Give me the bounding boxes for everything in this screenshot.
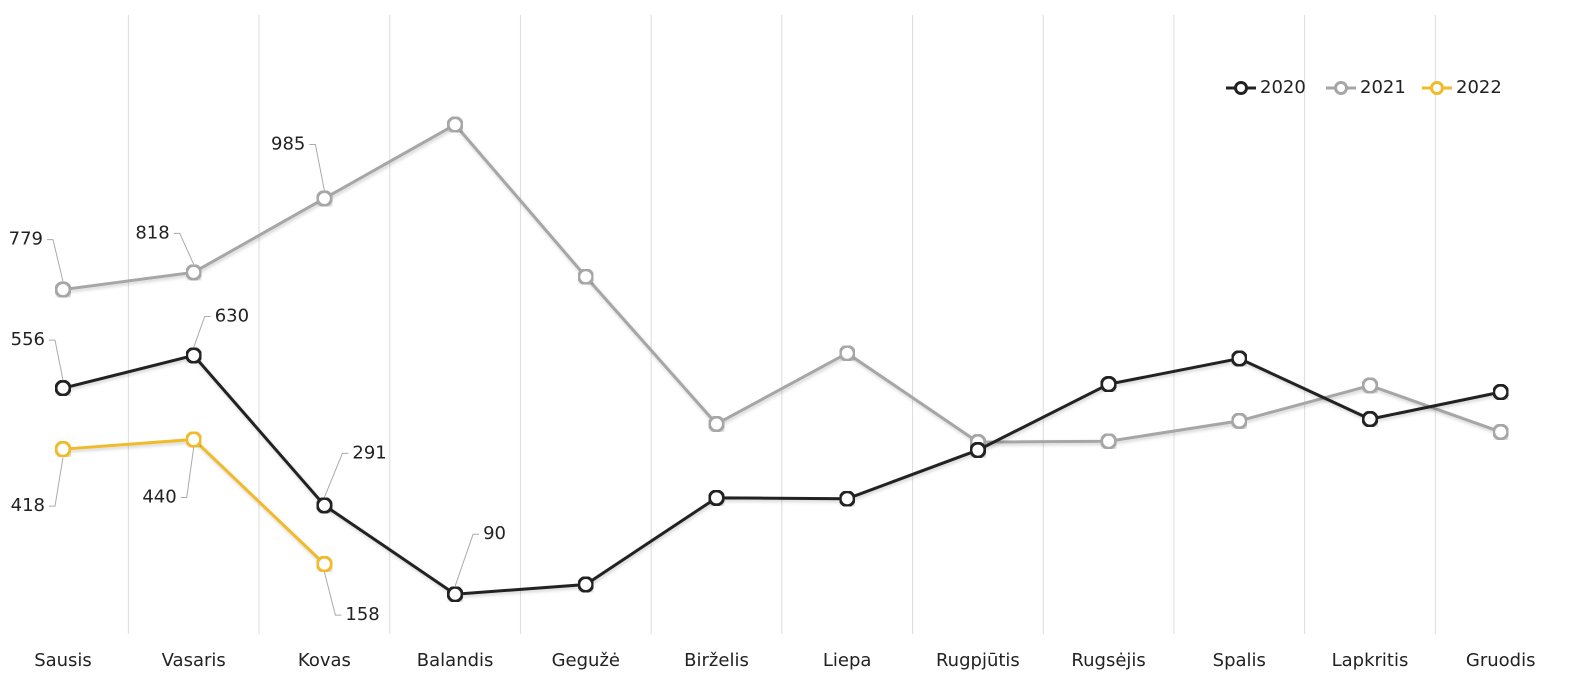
data-label: 779 bbox=[9, 229, 43, 250]
leader-line bbox=[309, 143, 325, 191]
legend-marker bbox=[1334, 81, 1348, 95]
leader-line bbox=[323, 452, 349, 498]
data-point bbox=[969, 441, 987, 459]
data-point bbox=[1361, 377, 1379, 395]
leader-line bbox=[454, 533, 480, 587]
leader-line bbox=[49, 457, 64, 507]
series bbox=[54, 430, 333, 573]
data-label: 818 bbox=[135, 222, 169, 243]
data-point bbox=[315, 496, 333, 514]
data-label: 291 bbox=[352, 442, 386, 463]
series-line bbox=[62, 353, 1502, 596]
series-line bbox=[62, 122, 1502, 444]
x-tick-label: Gegužė bbox=[552, 650, 620, 671]
data-point bbox=[708, 415, 725, 433]
data-point bbox=[577, 575, 595, 593]
data-point bbox=[838, 490, 856, 508]
data-label: 158 bbox=[345, 604, 379, 625]
data-point bbox=[1492, 383, 1510, 401]
data-label: 440 bbox=[142, 486, 176, 507]
data-point bbox=[1361, 410, 1379, 428]
data-point bbox=[54, 440, 72, 458]
data-label: 556 bbox=[11, 329, 45, 350]
legend-label: 2020 bbox=[1260, 77, 1306, 98]
series bbox=[54, 346, 1510, 603]
data-point bbox=[185, 263, 203, 281]
leader-line bbox=[173, 232, 195, 265]
legend-label: 2022 bbox=[1456, 77, 1502, 98]
leader-line bbox=[180, 447, 195, 498]
x-tick-label: Kovas bbox=[298, 650, 351, 671]
data-point bbox=[54, 379, 72, 397]
x-tick-label: Lapkritis bbox=[1332, 650, 1409, 671]
data-point bbox=[1100, 432, 1118, 450]
x-tick-label: Spalis bbox=[1213, 650, 1266, 671]
leader-line bbox=[323, 572, 342, 616]
data-point bbox=[708, 489, 725, 507]
data-label: 90 bbox=[483, 523, 506, 544]
leader-line bbox=[49, 339, 64, 381]
leader-line bbox=[47, 239, 64, 282]
legend-marker bbox=[1234, 81, 1248, 95]
x-tick-label: Birželis bbox=[684, 650, 749, 671]
series bbox=[54, 116, 1510, 451]
legend-marker bbox=[1430, 81, 1444, 95]
data-point bbox=[1492, 423, 1510, 441]
data-point bbox=[446, 116, 464, 134]
x-tick-label: Rugpjūtis bbox=[936, 650, 1020, 671]
x-tick-label: Rugsėjis bbox=[1071, 650, 1145, 671]
data-point bbox=[838, 344, 856, 362]
data-point bbox=[185, 430, 203, 448]
data-label: 418 bbox=[11, 495, 45, 516]
data-point bbox=[1230, 412, 1248, 430]
data-point bbox=[185, 346, 203, 364]
leader-line bbox=[193, 315, 211, 348]
data-point bbox=[577, 268, 595, 286]
data-label: 985 bbox=[271, 133, 305, 154]
legend-label: 2021 bbox=[1360, 77, 1406, 98]
data-label: 630 bbox=[215, 305, 249, 326]
x-tick-label: Balandis bbox=[417, 650, 494, 671]
data-point bbox=[446, 585, 464, 603]
data-point bbox=[1100, 375, 1118, 393]
x-tick-label: Liepa bbox=[823, 650, 872, 671]
data-point bbox=[315, 189, 333, 207]
x-tick-label: Vasaris bbox=[162, 650, 226, 671]
x-tick-label: Gruodis bbox=[1466, 650, 1536, 671]
data-point bbox=[1230, 350, 1248, 368]
data-point bbox=[54, 281, 72, 299]
x-tick-label: Sausis bbox=[34, 650, 92, 671]
data-point bbox=[315, 555, 333, 573]
